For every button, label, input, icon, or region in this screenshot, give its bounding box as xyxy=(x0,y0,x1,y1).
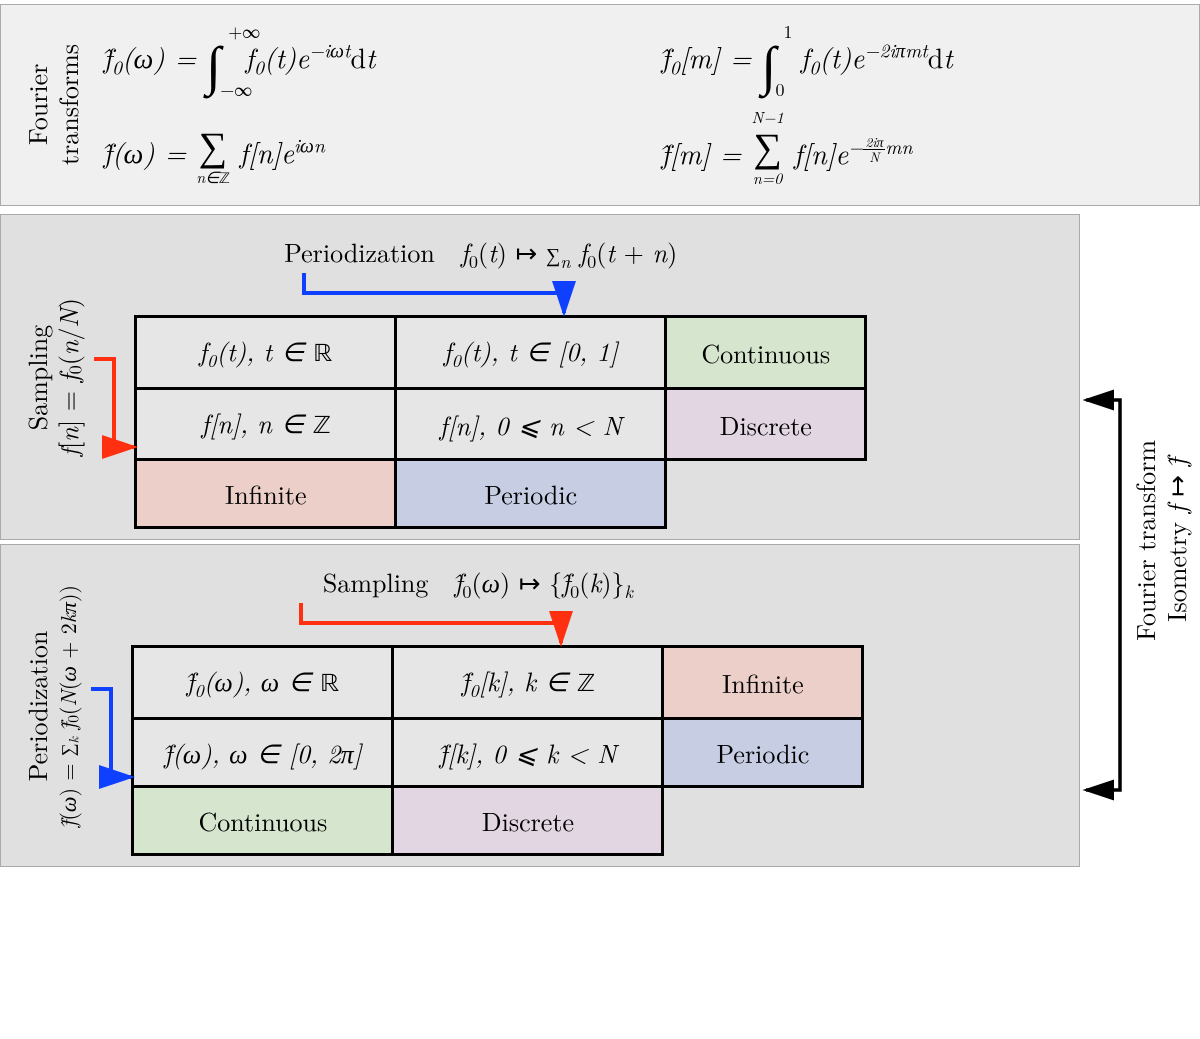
periodization-side-label: Periodization f̂(ω) = ∑k f̂0(N(ω + 2kπ)) xyxy=(21,585,83,827)
sampling-side-label: Sampling f[n] = f0(n/N) xyxy=(21,298,86,456)
freq-domain-table: f̂0(ω), ω ∈ ℝ f̂0[k], k ∈ ℤ Infinite f̂(… xyxy=(131,645,864,856)
cell-periodic-freq: Periodic xyxy=(663,719,863,787)
periodization-left-arrow xyxy=(91,645,135,825)
cell-f0-t-01: f0(t), t ∈ [0, 1] xyxy=(396,317,666,389)
fourier-formulas-panel: Fouriertransforms f̂0(ω) = ∫+∞−∞ f0(t)e−… xyxy=(0,4,1200,206)
cell-f-n-0N: f[n], 0 ⩽ n < N xyxy=(396,389,666,460)
sampling-top-arrow xyxy=(131,603,691,647)
cell-continuous: Continuous xyxy=(666,317,866,389)
freq-domain-table-wrap: Sampling f̂0(ω) ↦ {f̂0(k)}k f̂0(ω), ω ∈ … xyxy=(91,555,864,856)
cell-f-n-Z: f[n], n ∈ ℤ xyxy=(136,389,396,460)
cell-continuous-freq: Continuous xyxy=(133,787,393,855)
cell-infinite: Infinite xyxy=(136,460,396,528)
cell-fh-w-02pi: f̂(ω), ω ∈ [0, 2π] xyxy=(133,719,393,787)
time-domain-panel: Sampling f[n] = f0(n/N) Periodization f0… xyxy=(0,214,1080,540)
sampling-top-label: Sampling f̂0(ω) ↦ {f̂0(k)}k xyxy=(91,563,864,604)
formula-ct-infinite: f̂0(ω) = ∫+∞−∞ f0(t)e−iωtdt xyxy=(103,23,621,100)
cell-fh0-w-R: f̂0(ω), ω ∈ ℝ xyxy=(133,647,393,719)
cell-fh0-k-Z: f̂0[k], k ∈ ℤ xyxy=(393,647,663,719)
cell-fh-k-0N: f̂[k], 0 ⩽ k < N xyxy=(393,719,663,787)
cell-discrete-freq: Discrete xyxy=(393,787,663,855)
cell-f0-t-R: f0(t), t ∈ ℝ xyxy=(136,317,396,389)
cell-periodic: Periodic xyxy=(396,460,666,528)
periodization-arrow xyxy=(134,273,694,317)
cell-discrete: Discrete xyxy=(666,389,866,460)
time-domain-table: f0(t), t ∈ ℝ f0(t), t ∈ [0, 1] Continuou… xyxy=(134,315,867,529)
formula-dt-infinite: f̂(ω) = ∑n∈ℤ f[n]eiωn xyxy=(103,108,621,187)
periodization-label: Periodization f0(t) ↦ ∑n f0(t + n) xyxy=(94,233,867,274)
formula-dt-periodic: f̂[m] = N−1∑n=0 f[n]e−2iπNmn xyxy=(661,109,1179,186)
sampling-arrow xyxy=(94,315,138,495)
time-domain-table-wrap: Periodization f0(t) ↦ ∑n f0(t + n) f0(t)… xyxy=(94,225,867,529)
freq-domain-panel: Periodization f̂(ω) = ∑k f̂0(N(ω + 2kπ))… xyxy=(0,544,1080,867)
fourier-transforms-label: Fouriertransforms xyxy=(21,44,83,165)
fourier-isometry-label: Fourier transform Isometry f ↦ f̂ xyxy=(1129,440,1191,641)
fourier-transform-text: Fourier transform xyxy=(1126,440,1163,641)
formula-ct-periodic: f̂0[m] = ∫10 f0(t)e−2iπmtdt xyxy=(661,23,1179,100)
fourier-isometry-label-col: Fourier transform Isometry f ↦ f̂ xyxy=(1080,210,1200,871)
cell-infinite-freq: Infinite xyxy=(663,647,863,719)
